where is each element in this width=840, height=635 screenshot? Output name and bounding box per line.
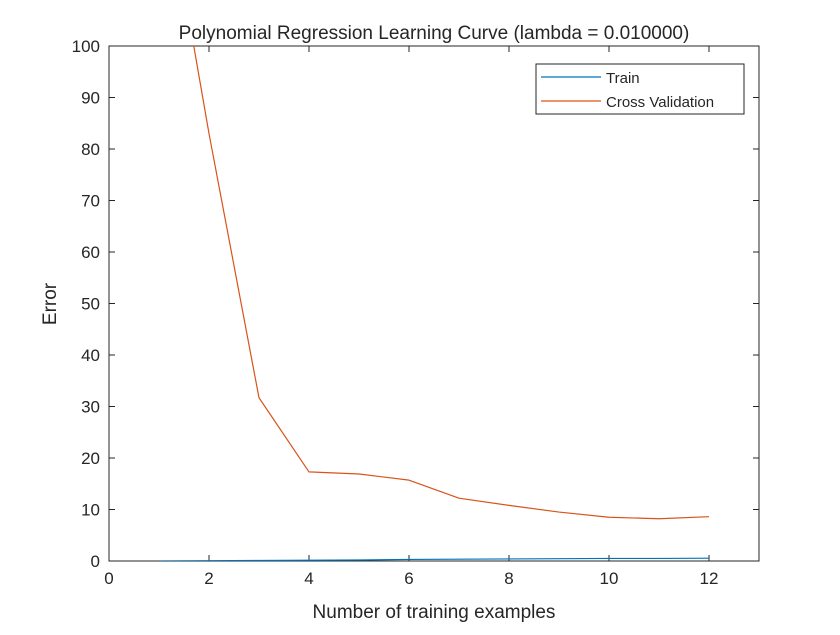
y-tick-label: 0 [91,552,100,571]
y-tick-label: 60 [81,243,100,262]
x-tick-label: 2 [204,569,213,588]
y-tick-label: 50 [81,295,100,314]
plot-area [108,45,760,562]
x-axis-ticks: 0 2 4 6 8 10 12 [104,46,718,588]
y-tick-label: 10 [81,501,100,520]
chart-title: Polynomial Regression Learning Curve (la… [179,23,690,44]
y-axis-label: Error [40,282,61,325]
series-lines [158,46,710,561]
x-tick-label: 10 [600,569,619,588]
y-tick-label: 100 [72,37,100,56]
series-line-train [158,557,710,561]
x-tick-label: 12 [700,569,719,588]
x-tick-label: 8 [504,569,513,588]
legend-label-train: Train [606,70,640,87]
y-tick-label: 80 [81,140,100,159]
legend: Train Cross Validation [535,63,745,115]
y-tick-label: 30 [81,398,100,417]
y-tick-label: 20 [81,449,100,468]
x-axis-label: Number of training examples [313,602,556,623]
x-tick-label: 0 [104,569,113,588]
series-line-cross-validation [193,46,710,520]
y-tick-label: 70 [81,192,100,211]
x-tick-label: 4 [304,569,313,588]
x-tick-label: 6 [404,569,413,588]
legend-label-cross-validation: Cross Validation [606,94,714,111]
y-tick-label: 90 [81,89,100,108]
legend-box [535,63,745,115]
y-axis-ticks: 0 10 20 30 40 50 60 70 80 90 100 [72,37,759,571]
y-tick-label: 40 [81,346,100,365]
